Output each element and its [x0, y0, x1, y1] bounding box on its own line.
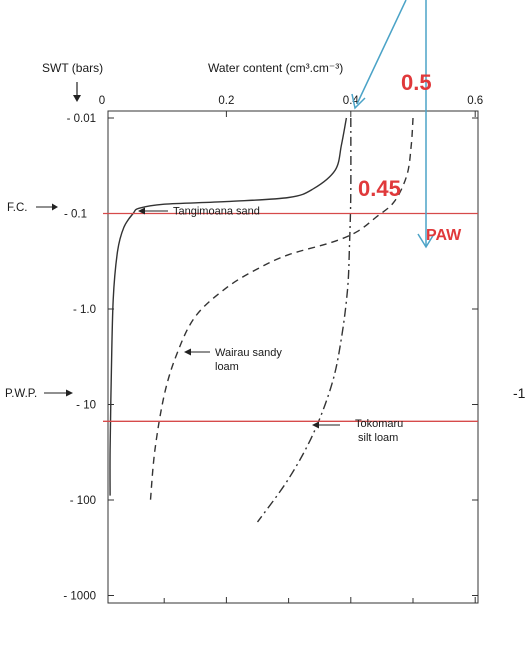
label-tangimoana: Tangimoana sand [138, 206, 260, 218]
guide-lines [103, 212, 478, 422]
annotation-right-edge: -1 [513, 385, 526, 401]
ticks [108, 111, 478, 603]
label-wairau-line1: Wairau sandy [215, 347, 282, 359]
arrow-head-0-4-icon [351, 93, 366, 110]
annotation-arrows [351, 0, 435, 249]
x-axis-title: Water content (cm³.cm⁻³) [208, 61, 343, 75]
y-tick-label: - 100 [70, 495, 96, 507]
x-tick-label: 0.4 [343, 95, 360, 107]
label-tokomaru-line1: Tokomaru [355, 418, 403, 430]
pwp-label-text: P.W.P. [5, 388, 37, 400]
y-tick-label: - 0.01 [67, 113, 96, 125]
x-tick-label: 0.2 [218, 95, 234, 107]
series-line-3 [256, 117, 352, 523]
y-tick-label: - 10 [76, 400, 96, 412]
annotation-fc-value: 0.45 [358, 176, 401, 201]
plot-frame [107, 110, 479, 604]
annotation-paw: PAW [426, 227, 462, 244]
x-tick-label: 0 [99, 95, 105, 107]
series-line-2 [149, 117, 414, 501]
label-tangimoana-text: Tangimoana sand [173, 206, 260, 218]
x-tick-label: 0.6 [467, 95, 483, 107]
y-axis-title: SWT (bars) [42, 61, 103, 75]
fc-label-text: F.C. [7, 202, 27, 214]
label-wairau: Wairau sandy loam [184, 347, 282, 373]
label-tokomaru-line2: silt loam [358, 432, 398, 444]
y-tick-label: - 0.1 [64, 209, 87, 221]
y-tick-label: - 1.0 [73, 304, 96, 316]
label-tokomaru: Tokomaru silt loam [312, 418, 403, 444]
swt-down-arrow [73, 82, 81, 102]
arrow-to-0-4 [356, 0, 407, 105]
y-tick-label: - 1000 [63, 591, 96, 603]
pwp-label: P.W.P. [5, 388, 73, 400]
label-wairau-line2: loam [215, 361, 239, 373]
arrow-head-0-5-icon [417, 233, 435, 249]
curves [109, 117, 414, 523]
tick-labels: 0 0.2 0.4 0.6 - 0.01 - 0.1 - 1.0 - 10 - 100 - 100… [63, 95, 483, 603]
annotation-top-value: 0.5 [401, 70, 432, 95]
series-line-1 [109, 117, 348, 496]
fc-label: F.C. [7, 202, 58, 214]
